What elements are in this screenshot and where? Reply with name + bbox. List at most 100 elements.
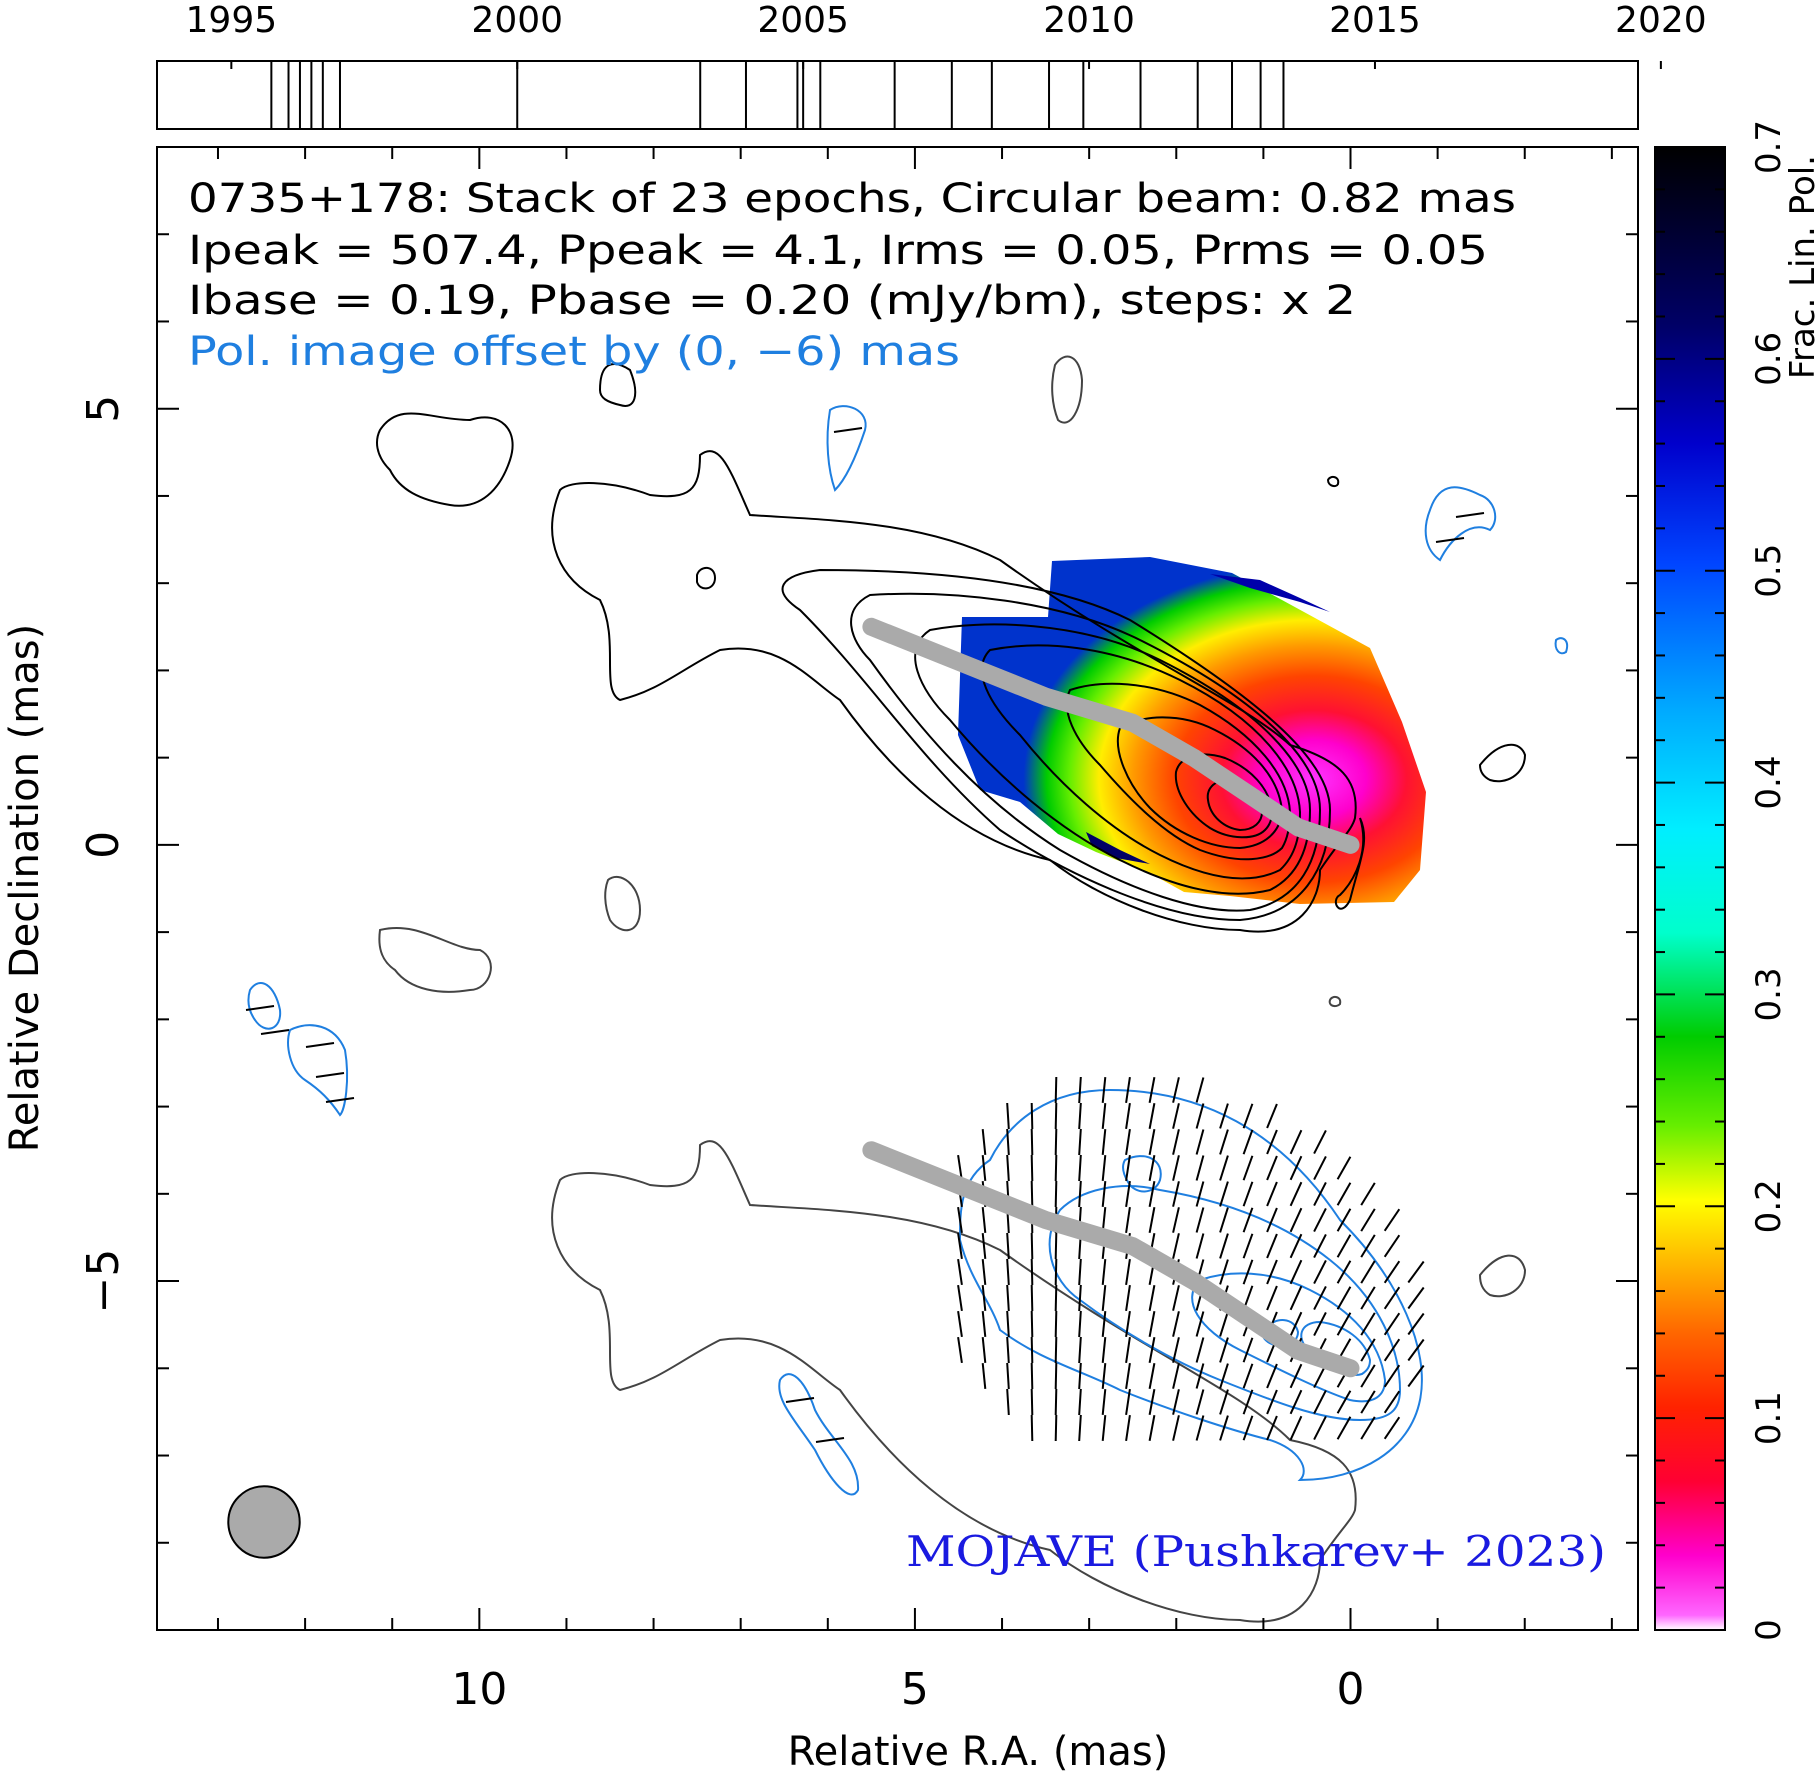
- evpa-tick: [1125, 1154, 1131, 1182]
- timeline-year-labels: 1995 2000 2005 2010 2015 2020: [186, 0, 1707, 41]
- evpa-tick: [1289, 1389, 1303, 1415]
- evpa-tick: [1101, 1362, 1107, 1390]
- colorbar-tick-label: 0.1: [1749, 1391, 1789, 1445]
- colorbar-gradient: [1654, 146, 1726, 1631]
- evpa-tick: [1219, 1363, 1229, 1389]
- evpa-tick: [1006, 1388, 1010, 1416]
- evpa-tick: [1266, 1181, 1278, 1207]
- y-tick-label: −5: [78, 1249, 129, 1314]
- evpa-tick: [1195, 1181, 1205, 1207]
- colorbar-label: Frac. Lin. Pol.: [1783, 155, 1819, 379]
- evpa-tick: [1219, 1311, 1229, 1337]
- evpa-tick: [1101, 1388, 1107, 1416]
- plot-area: 0735+178: Stack of 23 epochs, Circular b…: [2, 146, 1639, 1775]
- evpa-tick: [1101, 1336, 1107, 1364]
- annotation-line-1: 0735+178: Stack of 23 epochs, Circular b…: [188, 176, 1516, 222]
- evpa-tick: [1266, 1155, 1278, 1181]
- evpa-tick: [981, 1310, 987, 1338]
- evpa-tick: [1360, 1338, 1376, 1362]
- evpa-tick: [1266, 1259, 1278, 1285]
- evpa-tick: [1006, 1128, 1010, 1156]
- evpa-tick: [1030, 1128, 1034, 1156]
- evpa-tick: [1054, 1284, 1058, 1312]
- evpa-tick: [1172, 1233, 1180, 1259]
- evpa-tick: [1030, 1362, 1034, 1390]
- evpa-tick: [1336, 1234, 1352, 1258]
- evpa-tick: [1054, 1258, 1058, 1286]
- evpa-tick: [1148, 1155, 1156, 1181]
- evpa-tick: [1172, 1181, 1180, 1207]
- evpa-tick: [1266, 1285, 1278, 1311]
- evpa-tick: [1030, 1336, 1034, 1364]
- evpa-tick: [1313, 1389, 1327, 1415]
- evpa-tick: [1148, 1285, 1156, 1311]
- annotation-line-2: Ipeak = 507.4, Ppeak = 4.1, Irms = 0.05,…: [188, 228, 1488, 274]
- x-tick-labels: 10 5 0: [451, 1664, 1364, 1715]
- evpa-tick: [1006, 1102, 1010, 1130]
- evpa-tick: [1054, 1388, 1058, 1416]
- evpa-tick: [1407, 1312, 1425, 1336]
- evpa-tick: [1242, 1363, 1254, 1389]
- evpa-tick: [1054, 1414, 1058, 1442]
- evpa-tick: [1242, 1259, 1254, 1285]
- evpa-tick: [1195, 1207, 1205, 1233]
- evpa-tick: [1101, 1076, 1107, 1104]
- evpa-tick: [981, 1336, 987, 1364]
- jet-ridge-line-upper: [862, 617, 1360, 854]
- timeline-year-label: 2000: [471, 0, 563, 41]
- evpa-tick: [1125, 1258, 1131, 1286]
- evpa-tick: [1242, 1155, 1254, 1181]
- evpa-tick: [1125, 1388, 1131, 1416]
- evpa-tick: [315, 1072, 345, 1078]
- evpa-tick: [1383, 1234, 1401, 1258]
- evpa-tick: [1125, 1362, 1131, 1390]
- evpa-tick: [1006, 1154, 1010, 1182]
- evpa-tick: [1313, 1155, 1327, 1181]
- evpa-tick: [1078, 1076, 1082, 1104]
- evpa-tick: [1148, 1415, 1156, 1441]
- evpa-tick: [1383, 1364, 1401, 1388]
- evpa-tick: [1101, 1258, 1107, 1286]
- evpa-tick: [1172, 1415, 1180, 1441]
- evpa-tick: [1078, 1258, 1082, 1286]
- evpa-tick: [1101, 1180, 1107, 1208]
- evpa-tick: [1172, 1155, 1180, 1181]
- timeline-year-label: 2020: [1615, 0, 1707, 41]
- evpa-tick: [1242, 1129, 1254, 1155]
- evpa-tick: [1289, 1233, 1303, 1259]
- evpa-tick: [1360, 1390, 1376, 1414]
- evpa-tick: [1030, 1388, 1034, 1416]
- timeline-year-label: 1995: [186, 0, 278, 41]
- x-tick-label: 5: [901, 1664, 929, 1715]
- evpa-tick: [1054, 1362, 1058, 1390]
- evpa-tick: [1125, 1102, 1131, 1130]
- evpa-tick: [1336, 1182, 1352, 1206]
- evpa-tick: [1336, 1312, 1352, 1336]
- evpa-tick: [1219, 1259, 1229, 1285]
- evpa-tick: [1101, 1154, 1107, 1182]
- evpa-tick: [1101, 1102, 1107, 1130]
- evpa-tick: [1148, 1337, 1156, 1363]
- evpa-tick: [957, 1258, 963, 1286]
- evpa-tick: [1289, 1181, 1303, 1207]
- colorbar-ticks: [1655, 146, 1725, 1631]
- evpa-tick: [1172, 1129, 1180, 1155]
- evpa-tick: [1172, 1311, 1180, 1337]
- restoring-beam: [227, 1485, 301, 1559]
- evpa-tick: [1360, 1208, 1376, 1232]
- evpa-tick: [1078, 1310, 1082, 1338]
- evpa-tick: [1030, 1102, 1034, 1130]
- evpa-tick: [1030, 1232, 1034, 1260]
- evpa-tick: [1360, 1312, 1376, 1336]
- evpa-tick: [1219, 1129, 1229, 1155]
- evpa-tick: [981, 1154, 987, 1182]
- timeline-frame: [156, 60, 1639, 130]
- evpa-tick: [1172, 1103, 1180, 1129]
- evpa-tick: [1313, 1311, 1327, 1337]
- evpa-tick: [1383, 1312, 1401, 1336]
- evpa-tick: [1054, 1232, 1058, 1260]
- evpa-tick: [1313, 1259, 1327, 1285]
- x-tick-label: 0: [1337, 1664, 1365, 1715]
- evpa-tick: [1030, 1284, 1034, 1312]
- evpa-tick: [1289, 1311, 1303, 1337]
